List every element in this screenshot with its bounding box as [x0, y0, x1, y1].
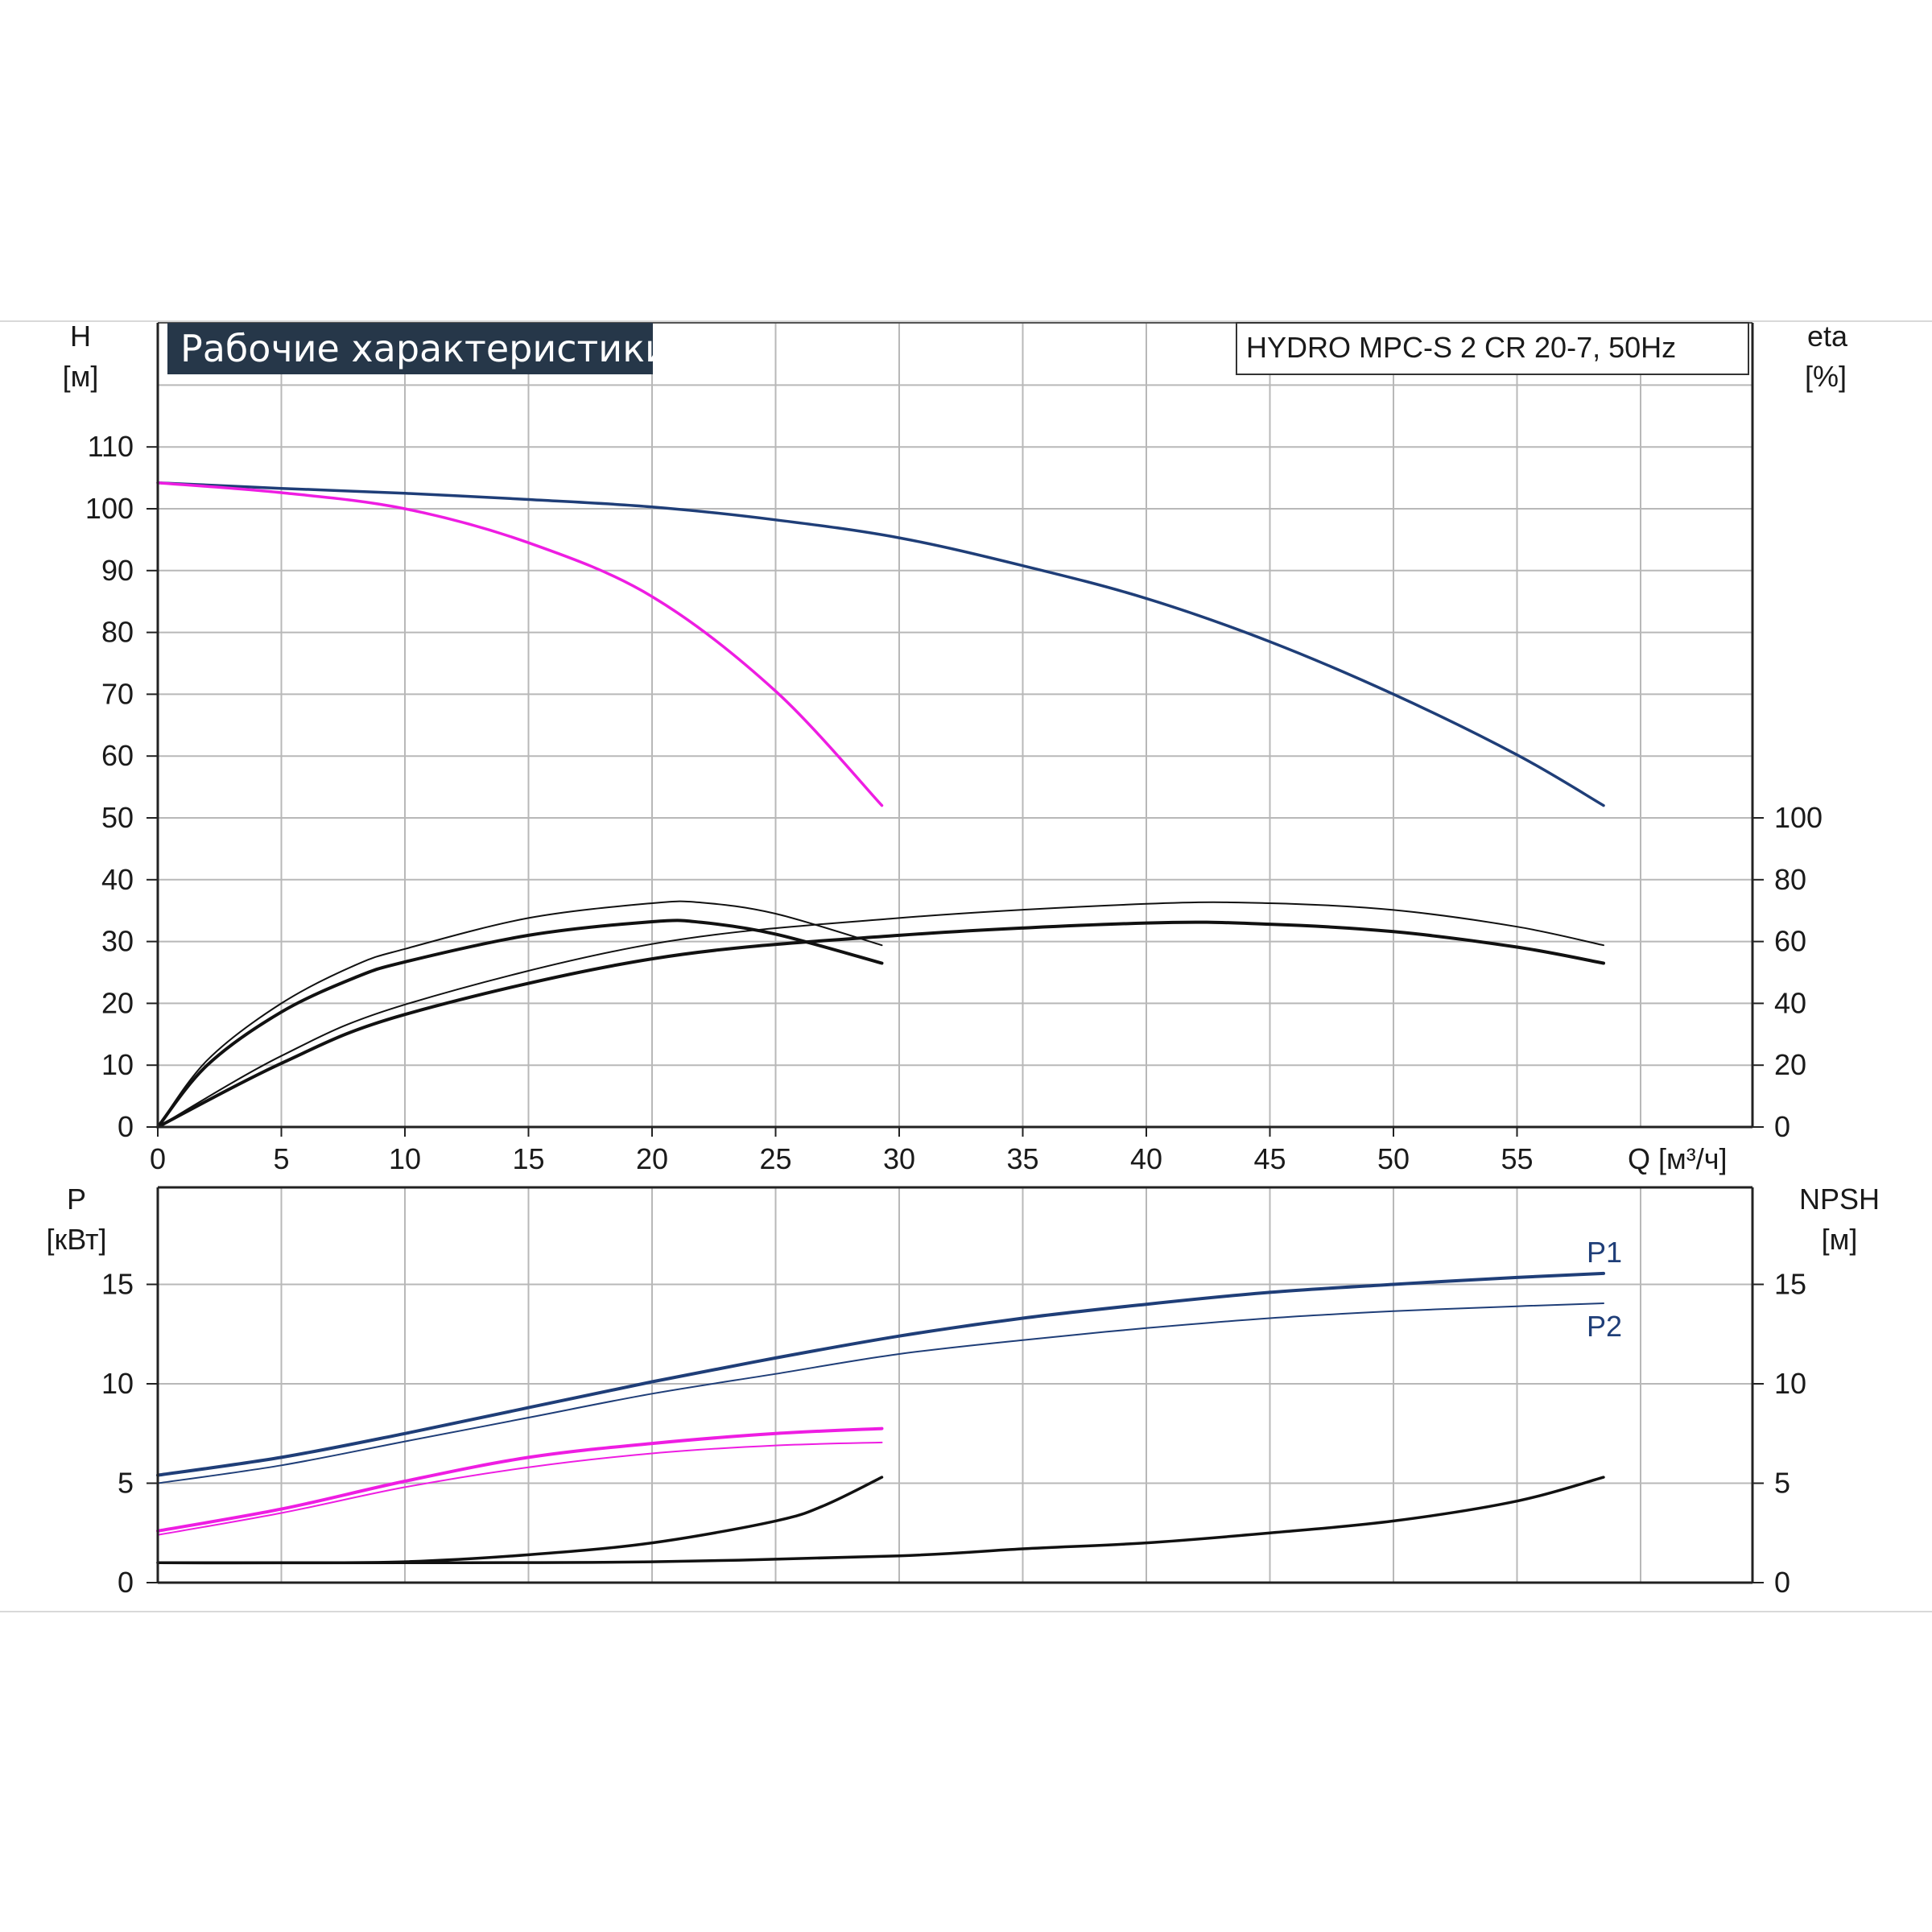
top-panel-grid — [158, 323, 1752, 1127]
series-line-2 — [156, 1426, 884, 1533]
series-line-3 — [157, 1441, 883, 1536]
p-tick-label: 0 — [118, 1566, 134, 1599]
flow-axis-title: Q [м³/ч] — [1628, 1142, 1728, 1175]
eta-tick-label: 0 — [1774, 1110, 1790, 1143]
eta-axis-title: eta — [1807, 320, 1848, 353]
npsh-tick-label: 5 — [1774, 1467, 1790, 1500]
q-tick-label: 15 — [512, 1142, 544, 1175]
bottom-panel-frame — [156, 1186, 1754, 1584]
npsh-tick-label: 10 — [1774, 1367, 1806, 1400]
q-tick-label: 40 — [1130, 1142, 1162, 1175]
series-line-5 — [156, 1476, 1605, 1565]
h-tick-label: 80 — [101, 616, 134, 649]
banner-background — [167, 323, 653, 374]
series-line-p2 — [157, 1302, 1604, 1484]
power-axis-title: P — [67, 1183, 86, 1216]
h-tick-label: 100 — [85, 492, 134, 525]
model-label: HYDRO MPC-S 2 CR 20-7, 50Hz — [1246, 331, 1676, 364]
series-line-4 — [156, 1476, 884, 1565]
h-tick-label: 10 — [101, 1048, 134, 1081]
h-tick-label: 50 — [101, 801, 134, 834]
q-tick-label: 30 — [883, 1142, 915, 1175]
eta-tick-label: 40 — [1774, 986, 1806, 1019]
model-box — [1236, 322, 1749, 375]
p-tick-label: 15 — [101, 1268, 134, 1301]
bottom-panel-grid — [158, 1187, 1752, 1583]
eta-tick-label: 60 — [1774, 925, 1806, 958]
series-line-0 — [156, 481, 1605, 807]
p2-label: P2 — [1587, 1310, 1622, 1343]
q-tick-label: 5 — [273, 1142, 289, 1175]
q-tick-label: 20 — [636, 1142, 668, 1175]
series-line-4 — [157, 901, 1604, 1128]
bottom-panel-series — [156, 1271, 1605, 1565]
h-tick-label: 30 — [101, 925, 134, 958]
series-line-p1 — [156, 1271, 1605, 1477]
eta-tick-label: 100 — [1774, 801, 1823, 834]
q-tick-label: 10 — [389, 1142, 421, 1175]
npsh-axis-unit: [м] — [1822, 1223, 1858, 1256]
q-tick-label: 50 — [1377, 1142, 1410, 1175]
q-tick-label: 35 — [1006, 1142, 1038, 1175]
npsh-tick-label: 0 — [1774, 1566, 1790, 1599]
q-tick-label: 0 — [150, 1142, 166, 1175]
series-line-5 — [156, 920, 1605, 1129]
q-tick-label: 55 — [1501, 1142, 1533, 1175]
banner-title: Рабочие характеристики — [180, 327, 669, 370]
head-axis-title: H — [70, 320, 91, 353]
p-tick-label: 10 — [101, 1367, 134, 1400]
npsh-axis-title: NPSH — [1799, 1183, 1880, 1216]
h-tick-label: 40 — [101, 863, 134, 896]
h-tick-label: 20 — [101, 986, 134, 1019]
q-tick-label: 25 — [759, 1142, 791, 1175]
top-panel-series — [156, 481, 1605, 1129]
npsh-tick-label: 15 — [1774, 1268, 1806, 1301]
series-line-3 — [156, 919, 884, 1129]
h-tick-label: 0 — [118, 1110, 134, 1143]
series-line-2 — [157, 900, 883, 1128]
series-line-1 — [156, 481, 884, 807]
q-tick-label: 45 — [1253, 1142, 1286, 1175]
head-axis-unit: [м] — [63, 360, 99, 393]
h-tick-label: 70 — [101, 677, 134, 710]
p-tick-label: 5 — [118, 1467, 134, 1500]
h-tick-label: 110 — [88, 430, 134, 463]
p1-label: P1 — [1587, 1236, 1622, 1269]
eta-tick-label: 80 — [1774, 863, 1806, 896]
power-axis-unit: [кВт] — [46, 1223, 106, 1256]
eta-axis-unit: [%] — [1805, 360, 1847, 393]
eta-tick-label: 20 — [1774, 1048, 1806, 1081]
h-tick-label: 60 — [101, 739, 134, 772]
h-tick-label: 90 — [101, 554, 134, 587]
